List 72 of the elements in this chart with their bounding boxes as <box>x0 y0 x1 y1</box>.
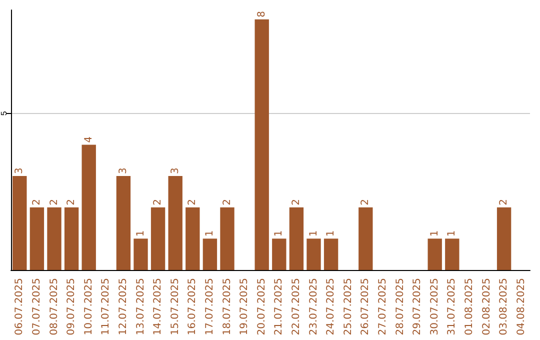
x-tick-label: 24.07.2025 <box>326 278 337 336</box>
bar <box>202 238 218 270</box>
x-tick-label: 03.08.2025 <box>498 278 510 336</box>
data-label: 2 <box>290 198 302 206</box>
data-label: 2 <box>31 198 42 206</box>
data-label: 2 <box>66 198 78 206</box>
data-label: 2 <box>187 198 198 206</box>
bar <box>82 144 96 270</box>
data-label: 4 <box>83 136 94 143</box>
bar <box>12 176 27 270</box>
data-label: 1 <box>326 230 337 237</box>
bar <box>30 207 44 270</box>
x-tick-label: 30.07.2025 <box>429 278 440 336</box>
bar <box>116 176 131 270</box>
bar <box>64 207 79 270</box>
x-tick-label: 15.07.2025 <box>170 278 181 336</box>
x-tick-label: 01.08.2025 <box>464 278 475 336</box>
bar <box>220 207 234 270</box>
x-tick-label: 13.07.2025 <box>135 278 146 336</box>
x-tick-label: 14.07.2025 <box>152 278 164 336</box>
data-label: 2 <box>152 198 164 206</box>
x-tick-label: 02.08.2025 <box>481 278 492 336</box>
x-tick-label: 26.07.2025 <box>360 278 372 336</box>
x-tick-label: 25.07.2025 <box>342 278 354 336</box>
x-tick-label: 16.07.2025 <box>187 278 198 336</box>
bar <box>289 207 304 270</box>
x-tick-label: 06.07.2025 <box>14 278 26 336</box>
data-label: 1 <box>135 230 146 237</box>
x-tick-label: 19.07.2025 <box>239 278 250 336</box>
data-label: 2 <box>48 198 60 206</box>
data-label: 3 <box>170 168 181 174</box>
bar <box>428 238 442 270</box>
x-tick-label: 17.07.2025 <box>204 278 216 336</box>
x-tick-label: 29.07.2025 <box>412 278 424 336</box>
x-tick-label: 22.07.2025 <box>290 278 302 336</box>
x-tick-label: 08.07.2025 <box>48 278 60 336</box>
x-tick-label: 10.07.2025 <box>83 278 94 336</box>
bar <box>254 19 269 270</box>
bar <box>358 207 373 270</box>
x-tick-label: 11.07.2025 <box>100 278 112 336</box>
data-label: 1 <box>204 230 216 237</box>
bar <box>445 238 460 270</box>
bar <box>186 207 200 270</box>
x-tick-label: 18.07.2025 <box>222 278 233 336</box>
data-label: 2 <box>222 198 233 206</box>
bar <box>306 238 321 270</box>
data-label: 1 <box>446 230 458 237</box>
x-tick-label: 20.07.2025 <box>256 278 268 336</box>
x-tick-label: 31.07.2025 <box>446 278 458 336</box>
x-tick-label: 12.07.2025 <box>118 278 129 336</box>
x-tick-label: 27.07.2025 <box>377 278 388 336</box>
data-label: 1 <box>308 230 320 237</box>
bar <box>134 238 148 270</box>
bar <box>324 238 338 270</box>
bar <box>272 238 286 270</box>
x-tick-label: 28.07.2025 <box>394 278 406 336</box>
data-label: 2 <box>360 198 372 206</box>
data-label: 8 <box>256 11 268 18</box>
data-label: 1 <box>274 230 285 237</box>
x-tick-label: 07.07.2025 <box>31 278 42 336</box>
bar <box>47 207 62 270</box>
x-tick-label: 21.07.2025 <box>274 278 285 336</box>
data-label: 3 <box>118 168 129 174</box>
x-tick-label: 09.07.2025 <box>66 278 78 336</box>
data-label: 2 <box>498 198 510 206</box>
data-label: 3 <box>14 168 26 174</box>
bar <box>168 176 182 270</box>
x-tick-label: 23.07.2025 <box>308 278 320 336</box>
bar <box>496 207 512 270</box>
x-tick-label: 04.08.2025 <box>516 278 527 336</box>
data-label: 1 <box>429 230 440 237</box>
bar <box>150 207 166 270</box>
